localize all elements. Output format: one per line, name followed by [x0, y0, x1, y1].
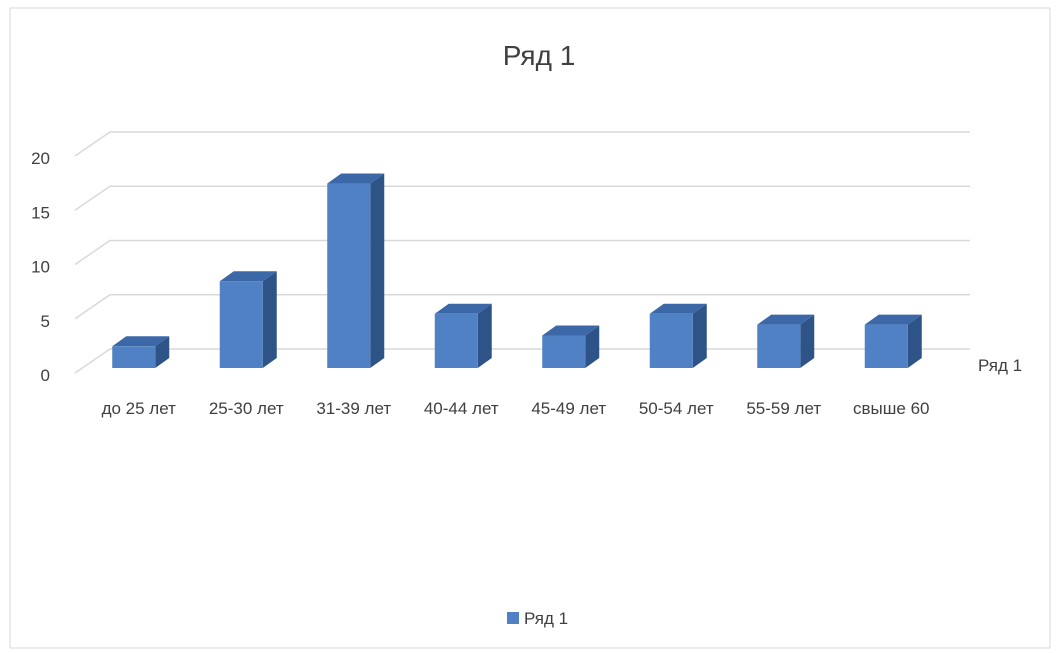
bar: [864, 314, 922, 368]
bar: [542, 325, 600, 368]
gridline: [74, 239, 970, 266]
y-tick-label: 0: [41, 366, 50, 385]
bar-top: [542, 325, 600, 336]
bar-side: [585, 325, 600, 368]
x-tick-label: 31-39 лет: [316, 399, 391, 418]
bar-front: [757, 324, 801, 368]
y-tick-label: 20: [31, 149, 50, 168]
bar-front: [219, 281, 263, 368]
bar-front: [112, 346, 156, 368]
legend-swatch: [507, 612, 519, 624]
bar: [757, 314, 815, 368]
x-tick-label: до 25 лет: [102, 399, 177, 418]
bar-side: [370, 173, 385, 368]
legend-entry: Ряд 1: [524, 609, 568, 628]
bar-top: [112, 336, 170, 347]
depth-axis-label: Ряд 1: [978, 356, 1022, 375]
x-tick-label: свыше 60: [853, 399, 929, 418]
bar: [327, 173, 385, 368]
bar-top: [327, 173, 385, 184]
bar-side: [262, 271, 277, 368]
x-tick-label: 50-54 лет: [639, 399, 714, 418]
bar: [434, 303, 492, 368]
x-tick-label: 55-59 лет: [746, 399, 821, 418]
y-tick-label: 15: [31, 203, 50, 222]
bar-layer: [112, 173, 922, 368]
bar-side: [155, 336, 170, 368]
bar: [649, 303, 707, 368]
x-axis: до 25 лет 25-30 лет 31-39 лет 40-44 лет 45-4…: [102, 399, 930, 418]
bar-side: [477, 303, 492, 368]
y-axis: 0 5 10 15 20: [31, 149, 50, 385]
bar-front: [542, 335, 586, 368]
chart-title: Ряд 1: [503, 40, 576, 71]
bar-front: [327, 183, 371, 368]
y-tick-label: 5: [41, 312, 50, 331]
legend: Ряд 1: [507, 609, 568, 628]
bar-side: [907, 314, 922, 368]
bar-top: [864, 314, 922, 325]
y-tick-label: 10: [31, 258, 50, 277]
bar: [219, 271, 277, 368]
gridline: [74, 185, 970, 211]
bar-top: [649, 303, 707, 314]
gridline: [74, 294, 970, 320]
x-tick-label: 25-30 лет: [209, 399, 284, 418]
bar-side: [692, 303, 707, 368]
bar-front: [649, 313, 693, 368]
bar-side: [800, 314, 815, 368]
bar-front: [434, 313, 478, 368]
x-tick-label: 45-49 лет: [531, 399, 606, 418]
gridline: [74, 131, 970, 157]
x-tick-label: 40-44 лет: [424, 399, 499, 418]
bar-top: [219, 271, 277, 282]
bar-top: [434, 303, 492, 314]
bar-front: [864, 324, 908, 368]
bar-top: [757, 314, 815, 325]
bar: [112, 336, 170, 368]
